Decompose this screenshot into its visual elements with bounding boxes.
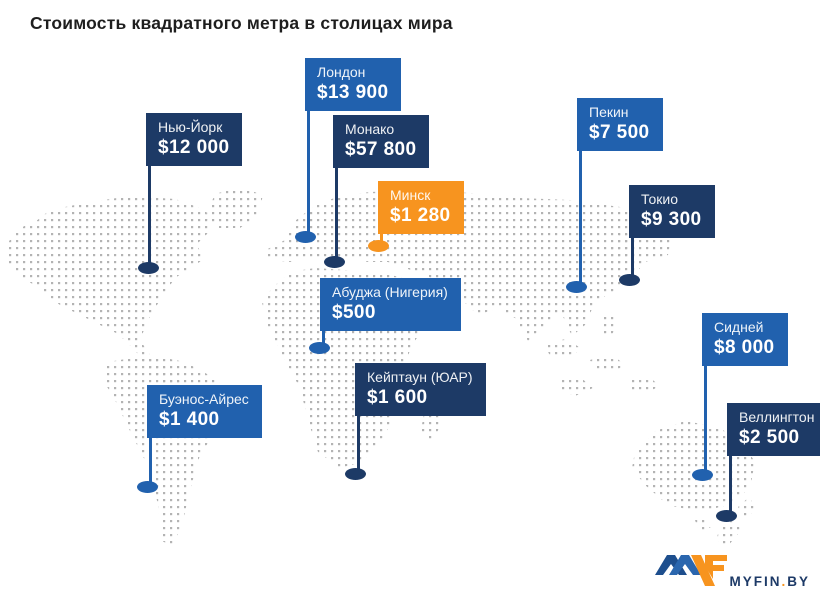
city-marker-beijing	[566, 281, 587, 293]
city-label-abuja: Абуджа (Нигерия) $500	[320, 278, 461, 331]
city-price: $13 900	[317, 82, 389, 103]
city-name: Кейптаун (ЮАР)	[367, 369, 473, 385]
city-leader-line-london	[307, 83, 310, 237]
myfin-logo-text: MYFIN.BY	[729, 574, 810, 589]
city-marker-new-york	[138, 262, 159, 274]
logo-tld: BY	[787, 574, 810, 589]
city-price: $500	[332, 302, 376, 323]
city-label-wellington: Веллингтон $2 500	[727, 403, 820, 456]
continent-eurasia	[262, 190, 672, 341]
city-leader-line-tokyo	[631, 210, 634, 280]
city-marker-monaco	[324, 256, 345, 268]
city-label-beijing: Пекин $7 500	[577, 98, 663, 151]
city-marker-tokyo	[619, 274, 640, 286]
city-name: Буэнос-Айрес	[159, 391, 249, 407]
city-name: Пекин	[589, 104, 629, 120]
city-leader-line-new-york	[148, 138, 151, 268]
city-label-buenos-aires: Буэнос-Айрес $1 400	[147, 385, 262, 438]
city-price: $8 000	[714, 337, 775, 358]
city-marker-london	[295, 231, 316, 243]
city-label-sydney: Сидней $8 000	[702, 313, 788, 366]
city-leader-line-monaco	[335, 140, 338, 262]
islands-southeast-asia	[545, 311, 660, 396]
city-marker-buenos-aires	[137, 481, 158, 493]
city-leader-line-wellington	[729, 428, 732, 516]
city-price: $12 000	[158, 137, 230, 158]
continent-australia	[632, 421, 755, 512]
city-name: Абуджа (Нигерия)	[332, 284, 448, 300]
city-label-new-york: Нью-Йорк $12 000	[146, 113, 243, 166]
city-leader-line-cape-town	[357, 388, 360, 474]
city-name: Токио	[641, 191, 678, 207]
island-japan	[609, 231, 633, 269]
city-name: Сидней	[714, 319, 764, 335]
city-marker-abuja	[309, 342, 330, 354]
city-marker-sydney	[692, 469, 713, 481]
city-label-tokyo: Токио $9 300	[629, 185, 715, 238]
city-price: $1 280	[390, 205, 451, 226]
city-price: $9 300	[641, 209, 702, 230]
islands-new-zealand	[695, 497, 756, 546]
city-name: Монако	[345, 121, 395, 137]
myfin-logo-mark	[655, 555, 728, 586]
city-leader-line-buenos-aires	[149, 410, 152, 487]
page-title: Стоимость квадратного метра в столицах м…	[30, 13, 453, 33]
logo-brand: MYFIN	[729, 574, 782, 589]
city-leader-line-sydney	[704, 338, 707, 475]
city-name: Минск	[390, 187, 431, 203]
continent-greenland	[205, 187, 263, 228]
city-marker-wellington	[716, 510, 737, 522]
city-price: $7 500	[589, 122, 650, 143]
city-label-cape-town: Кейптаун (ЮАР) $1 600	[355, 363, 486, 416]
myfin-logo: MYFIN.BY	[655, 544, 810, 588]
city-label-london: Лондон $13 900	[305, 58, 402, 111]
city-price: $1 400	[159, 409, 220, 430]
city-name: Нью-Йорк	[158, 119, 223, 135]
city-name: Лондон	[317, 64, 366, 80]
city-label-monaco: Монако $57 800	[333, 115, 430, 168]
logo-dot: .	[781, 574, 788, 589]
city-marker-minsk	[368, 240, 389, 252]
city-price: $57 800	[345, 139, 417, 160]
continent-south-america	[103, 355, 228, 546]
city-price: $1 600	[367, 387, 428, 408]
city-leader-line-beijing	[579, 123, 582, 287]
continent-north-america	[5, 196, 211, 387]
city-label-minsk: Минск $1 280	[378, 181, 464, 234]
city-marker-cape-town	[345, 468, 366, 480]
city-name: Веллингтон	[739, 409, 815, 425]
city-price: $2 500	[739, 427, 800, 448]
